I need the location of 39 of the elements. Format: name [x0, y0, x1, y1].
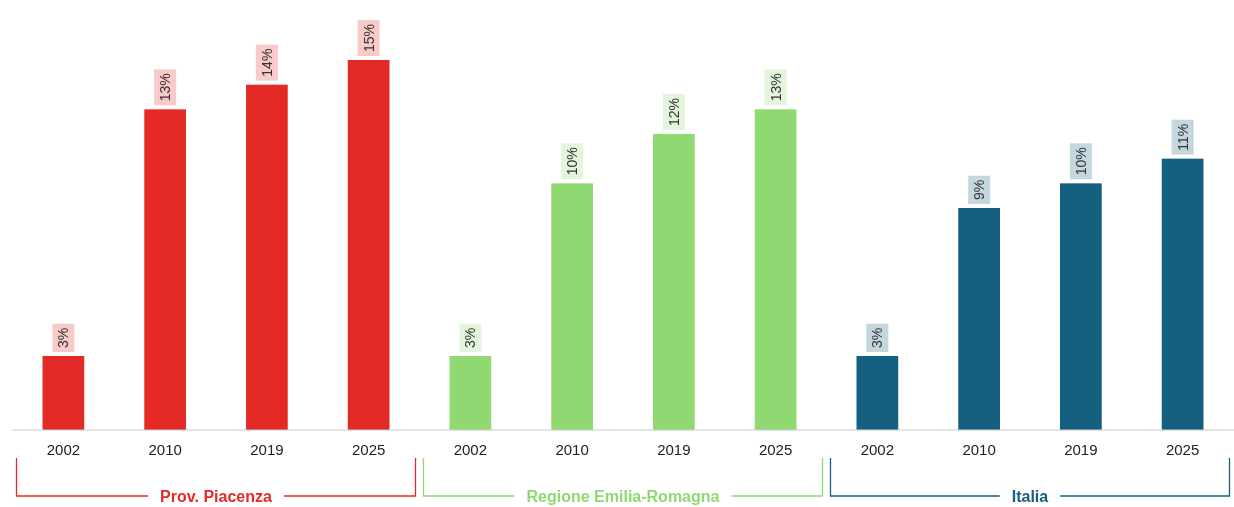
- data-label: 3%: [462, 327, 479, 348]
- bar: [42, 356, 85, 430]
- x-tick-label: 2019: [250, 440, 284, 458]
- x-tick-label: 2002: [860, 440, 895, 458]
- data-label: 3%: [55, 327, 72, 348]
- data-label: 13%: [157, 73, 174, 102]
- bar: [1161, 158, 1204, 430]
- data-label: 9%: [971, 179, 988, 200]
- x-tick-label: 2025: [758, 440, 793, 458]
- x-tick-label: 2002: [46, 440, 81, 458]
- data-label: 10%: [564, 147, 581, 176]
- x-tick-label: 2019: [657, 440, 691, 458]
- x-tick-label: 2025: [351, 440, 386, 458]
- x-tick-label: 2010: [962, 440, 996, 458]
- bar: [551, 183, 593, 430]
- x-tick-label: 2010: [555, 440, 589, 458]
- x-tick-label: 2010: [148, 440, 182, 458]
- text: Regione Emilia-Romagna: [526, 488, 720, 505]
- bar: [347, 60, 390, 430]
- bar: [246, 84, 288, 430]
- data-label: 15%: [360, 23, 377, 52]
- x-tick-label: 2019: [1064, 440, 1098, 458]
- bar: [856, 356, 899, 430]
- bar: [1060, 183, 1102, 430]
- bar: [958, 208, 1000, 430]
- data-label: 12%: [665, 97, 682, 126]
- bar: [754, 109, 797, 430]
- x-tick-label: 2002: [453, 440, 488, 458]
- data-label: 14%: [258, 48, 275, 77]
- data-label: 11%: [1174, 123, 1191, 151]
- data-label: 10%: [1072, 147, 1089, 176]
- bar: [653, 134, 695, 430]
- bar: [144, 109, 186, 430]
- text: Italia: [1011, 488, 1049, 505]
- data-label: 13%: [767, 73, 784, 102]
- bar: [449, 356, 492, 430]
- x-tick-label: 2025: [1165, 440, 1200, 458]
- data-label: 3%: [869, 327, 886, 348]
- text: Prov. Piacenza: [160, 488, 272, 505]
